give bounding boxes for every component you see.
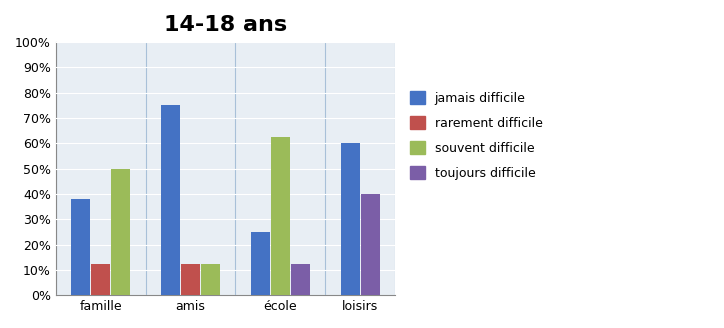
Bar: [111, 169, 130, 295]
Bar: [201, 263, 220, 295]
Bar: [291, 263, 310, 295]
Title: 14-18 ans: 14-18 ans: [164, 15, 287, 35]
Bar: [251, 232, 270, 295]
Bar: [361, 194, 379, 295]
Legend: jamais difficile, rarement difficile, souvent difficile, toujours difficile: jamais difficile, rarement difficile, so…: [405, 86, 547, 185]
Bar: [161, 105, 180, 295]
Bar: [340, 143, 360, 295]
Bar: [181, 263, 200, 295]
Bar: [71, 199, 90, 295]
Bar: [91, 263, 110, 295]
Bar: [271, 137, 290, 295]
